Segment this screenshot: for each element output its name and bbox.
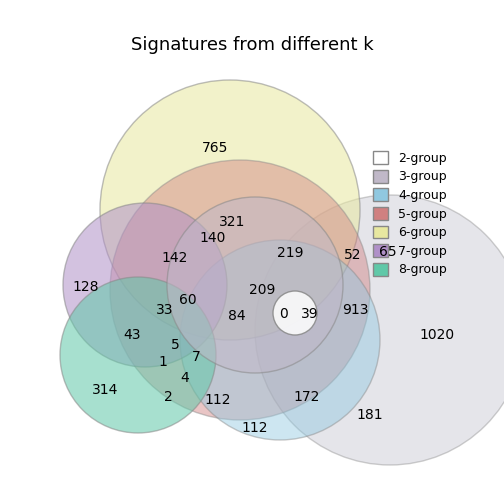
Circle shape (60, 277, 216, 433)
Text: 219: 219 (277, 246, 303, 260)
Text: 765: 765 (202, 141, 228, 155)
Text: 43: 43 (123, 328, 141, 342)
Text: 209: 209 (249, 283, 275, 297)
Legend: 2-group, 3-group, 4-group, 5-group, 6-group, 7-group, 8-group: 2-group, 3-group, 4-group, 5-group, 6-gr… (369, 147, 451, 280)
Circle shape (255, 195, 504, 465)
Text: 7: 7 (192, 350, 201, 364)
Text: 128: 128 (73, 280, 99, 294)
Circle shape (273, 291, 317, 335)
Text: 60: 60 (179, 293, 197, 307)
Text: 1: 1 (159, 355, 167, 369)
Text: 0: 0 (280, 307, 288, 321)
Text: 65: 65 (379, 245, 397, 259)
Text: 84: 84 (228, 309, 246, 323)
Text: 140: 140 (200, 231, 226, 245)
Text: 913: 913 (342, 303, 368, 317)
Text: 1020: 1020 (419, 328, 455, 342)
Text: 5: 5 (171, 338, 179, 352)
Text: 314: 314 (92, 383, 118, 397)
Text: 172: 172 (294, 390, 320, 404)
Circle shape (167, 197, 343, 373)
Text: 181: 181 (357, 408, 384, 422)
Text: 2: 2 (164, 390, 172, 404)
Circle shape (100, 80, 360, 340)
Circle shape (63, 203, 227, 367)
Text: 112: 112 (242, 421, 268, 435)
Text: 142: 142 (162, 251, 188, 265)
Text: 321: 321 (219, 215, 245, 229)
Text: 33: 33 (156, 303, 174, 317)
Text: 4: 4 (180, 371, 190, 385)
Text: 52: 52 (344, 248, 362, 262)
Text: 39: 39 (301, 307, 319, 321)
Circle shape (180, 240, 380, 440)
Circle shape (110, 160, 370, 420)
Text: Signatures from different k: Signatures from different k (131, 36, 373, 54)
Text: 112: 112 (205, 393, 231, 407)
